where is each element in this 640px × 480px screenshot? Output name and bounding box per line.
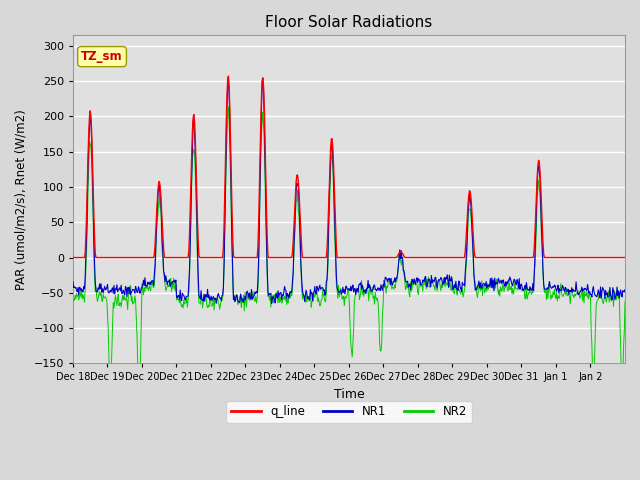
NR1 bbox=[285, 295, 292, 301]
NR1 bbox=[264, 290, 272, 296]
Line: NR2: NR2 bbox=[73, 107, 625, 390]
Y-axis label: PAR (umol/m2/s), Rnet (W/m2): PAR (umol/m2/s), Rnet (W/m2) bbox=[15, 109, 28, 290]
q_line bbox=[69, 255, 77, 261]
NR2 bbox=[408, 288, 415, 294]
q_line bbox=[284, 255, 292, 261]
NR2 bbox=[106, 387, 114, 393]
q_line bbox=[438, 255, 445, 261]
NR1 bbox=[69, 279, 77, 285]
NR1 bbox=[621, 287, 629, 292]
NR1 bbox=[212, 300, 220, 306]
NR1 bbox=[134, 289, 141, 295]
q_line bbox=[621, 255, 629, 261]
NR2 bbox=[237, 300, 244, 305]
q_line bbox=[264, 238, 271, 243]
NR2 bbox=[69, 297, 77, 302]
Line: q_line: q_line bbox=[73, 76, 625, 258]
NR2 bbox=[225, 104, 232, 109]
NR1 bbox=[438, 279, 446, 285]
NR1 bbox=[408, 283, 415, 288]
X-axis label: Time: Time bbox=[333, 388, 364, 401]
Title: Floor Solar Radiations: Floor Solar Radiations bbox=[266, 15, 433, 30]
NR2 bbox=[438, 285, 446, 291]
q_line bbox=[134, 255, 141, 261]
NR2 bbox=[134, 386, 142, 392]
NR2 bbox=[621, 299, 629, 304]
Line: NR1: NR1 bbox=[73, 80, 625, 303]
NR2 bbox=[264, 293, 272, 299]
q_line bbox=[225, 73, 232, 79]
Legend: q_line, NR1, NR2: q_line, NR1, NR2 bbox=[227, 401, 472, 423]
NR1 bbox=[237, 291, 244, 297]
q_line bbox=[406, 255, 414, 261]
Text: TZ_sm: TZ_sm bbox=[81, 50, 123, 63]
q_line bbox=[236, 255, 244, 261]
NR2 bbox=[285, 295, 292, 300]
NR1 bbox=[225, 77, 232, 83]
